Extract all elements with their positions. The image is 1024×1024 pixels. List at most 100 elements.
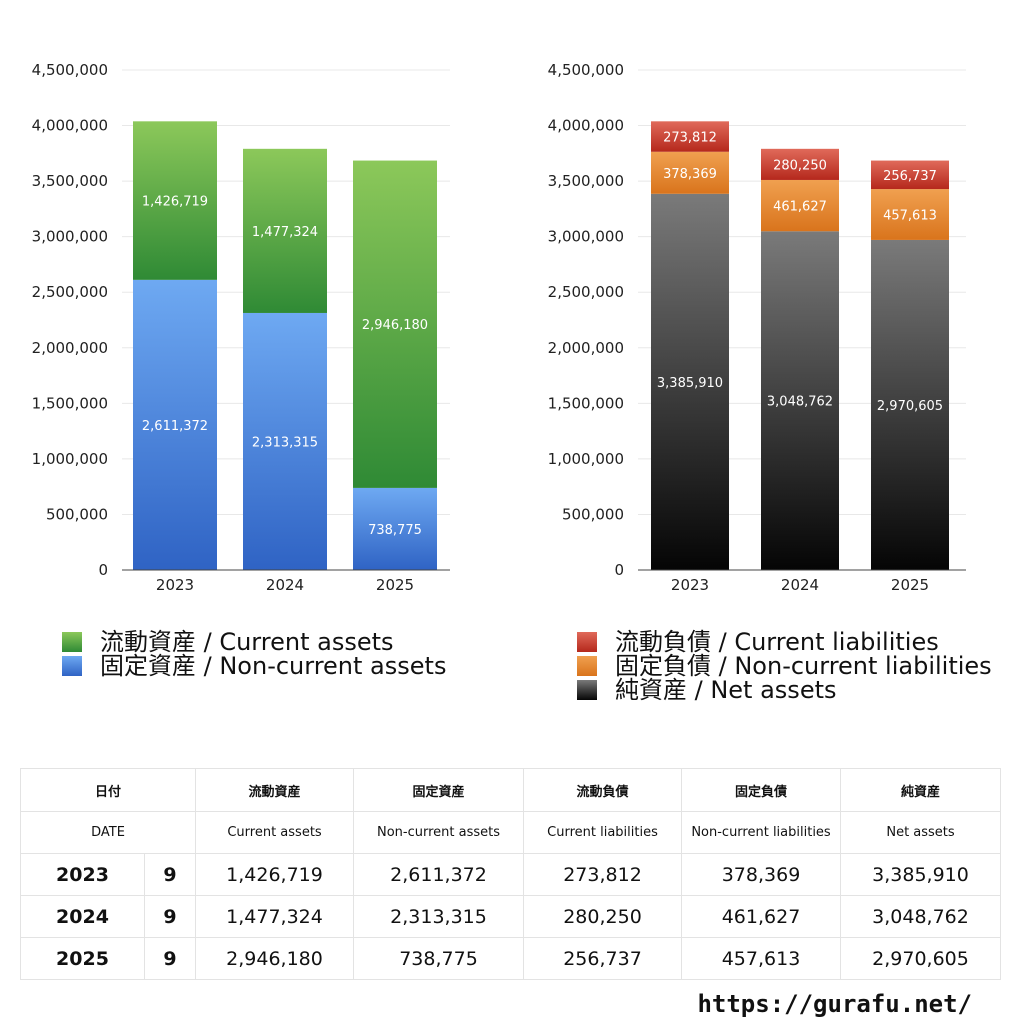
header-non-current-assets-en: Non-current assets bbox=[353, 811, 525, 854]
cell-net-assets: 3,048,762 bbox=[840, 895, 1002, 938]
assets-bar-segment bbox=[353, 160, 437, 488]
row-year: 2023 bbox=[20, 853, 145, 896]
row-month: 9 bbox=[143, 853, 197, 896]
bar-data-label: 256,737 bbox=[883, 169, 937, 184]
liabilities-legend: 流動負債 / Current liabilities 固定負債 / Non-cu… bbox=[577, 630, 992, 702]
footer-url[interactable]: https://gurafu.net/ bbox=[697, 990, 972, 1018]
cell-current-assets: 1,426,719 bbox=[195, 853, 355, 896]
y-tick-label: 1,500,000 bbox=[548, 394, 624, 412]
x-tick-label: 2025 bbox=[891, 576, 929, 594]
bar-data-label: 457,613 bbox=[883, 209, 937, 224]
legend-item-current-liabilities: 流動負債 / Current liabilities bbox=[577, 630, 992, 654]
legend-item-non-current-assets: 固定資産 / Non-current assets bbox=[62, 654, 446, 678]
bar-data-label: 280,250 bbox=[773, 158, 827, 173]
cell-non-current-assets: 2,611,372 bbox=[353, 853, 525, 896]
cell-net-assets: 2,970,605 bbox=[840, 937, 1002, 980]
bar-data-label: 3,048,762 bbox=[767, 395, 833, 410]
bar-data-label: 1,426,719 bbox=[142, 195, 208, 210]
bar-data-label: 461,627 bbox=[773, 200, 827, 215]
assets-bar-segment bbox=[243, 148, 327, 313]
table-row: 2023 9 1,426,719 2,611,372 273,812 378,3… bbox=[20, 853, 1002, 896]
header-net-assets-en: Net assets bbox=[840, 811, 1002, 854]
y-tick-label: 500,000 bbox=[46, 505, 108, 523]
y-tick-label: 1,000,000 bbox=[548, 450, 624, 468]
x-tick-label: 2025 bbox=[376, 576, 414, 594]
legend-label-current-assets: 流動資産 / Current assets bbox=[100, 628, 394, 656]
row-month: 9 bbox=[143, 895, 197, 938]
table-row: 2025 9 2,946,180 738,775 256,737 457,613… bbox=[20, 937, 1002, 980]
y-tick-label: 3,500,000 bbox=[548, 172, 624, 190]
legend-item-net-assets: 純資産 / Net assets bbox=[577, 678, 992, 702]
y-tick-label: 1,500,000 bbox=[32, 394, 108, 412]
y-tick-label: 2,000,000 bbox=[32, 339, 108, 357]
assets-bar-segment bbox=[133, 279, 217, 570]
cell-non-current-liabilities: 461,627 bbox=[681, 895, 842, 938]
header-current-assets-en: Current assets bbox=[195, 811, 355, 854]
liab-bar-segment bbox=[761, 148, 839, 180]
legend-swatch-non-current-assets bbox=[62, 656, 82, 676]
cell-non-current-assets: 738,775 bbox=[353, 937, 525, 980]
header-non-current-assets-jp: 固定資産 bbox=[353, 768, 525, 812]
data-table: 日付 流動資産 固定資産 流動負債 固定負債 純資産 DATE Current … bbox=[19, 768, 1002, 980]
cell-net-assets: 3,385,910 bbox=[840, 853, 1002, 896]
header-date-jp: 日付 bbox=[19, 768, 197, 812]
legend-item-current-assets: 流動資産 / Current assets bbox=[62, 630, 446, 654]
x-tick-label: 2024 bbox=[266, 576, 304, 594]
header-net-assets-jp: 純資産 bbox=[840, 768, 1002, 812]
x-tick-label: 2023 bbox=[156, 576, 194, 594]
legend-label-non-current-liabilities: 固定負債 / Non-current liabilities bbox=[615, 652, 992, 680]
assets-legend: 流動資産 / Current assets 固定資産 / Non-current… bbox=[62, 630, 446, 678]
y-tick-label: 0 bbox=[614, 561, 624, 579]
table-row: 2024 9 1,477,324 2,313,315 280,250 461,6… bbox=[20, 895, 1002, 938]
liab-bar-segment bbox=[871, 160, 949, 190]
liab-bar-segment bbox=[871, 239, 949, 570]
legend-item-non-current-liabilities: 固定負債 / Non-current liabilities bbox=[577, 654, 992, 678]
cell-non-current-liabilities: 457,613 bbox=[681, 937, 842, 980]
liab-bar-segment bbox=[761, 179, 839, 232]
y-tick-label: 0 bbox=[98, 561, 108, 579]
liab-bar-segment bbox=[651, 151, 729, 194]
bar-data-label: 2,970,605 bbox=[877, 399, 943, 414]
row-year: 2025 bbox=[20, 937, 145, 980]
assets-bar-segment bbox=[353, 487, 437, 570]
y-tick-label: 2,500,000 bbox=[32, 283, 108, 301]
liab-bar-segment bbox=[871, 189, 949, 240]
header-current-assets-jp: 流動資産 bbox=[195, 768, 355, 812]
table-header-jp: 日付 流動資産 固定資産 流動負債 固定負債 純資産 bbox=[19, 768, 1002, 812]
legend-swatch-non-current-liabilities bbox=[577, 656, 597, 676]
header-current-liabilities-jp: 流動負債 bbox=[523, 768, 683, 812]
y-tick-label: 3,000,000 bbox=[32, 228, 108, 246]
y-tick-label: 4,500,000 bbox=[548, 61, 624, 79]
legend-label-net-assets: 純資産 / Net assets bbox=[615, 676, 837, 704]
legend-swatch-net-assets bbox=[577, 680, 597, 700]
legend-swatch-current-assets bbox=[62, 632, 82, 652]
legend-label-current-liabilities: 流動負債 / Current liabilities bbox=[615, 628, 939, 656]
bar-data-label: 738,775 bbox=[368, 523, 422, 538]
cell-current-liabilities: 256,737 bbox=[523, 937, 683, 980]
assets-bar-segment bbox=[133, 121, 217, 280]
y-tick-label: 3,000,000 bbox=[548, 228, 624, 246]
y-tick-label: 4,000,000 bbox=[32, 117, 108, 135]
header-current-liabilities-en: Current liabilities bbox=[523, 811, 683, 854]
cell-non-current-liabilities: 378,369 bbox=[681, 853, 842, 896]
cell-current-assets: 1,477,324 bbox=[195, 895, 355, 938]
bar-data-label: 378,369 bbox=[663, 167, 717, 182]
liab-bar-segment bbox=[651, 121, 729, 152]
y-tick-label: 500,000 bbox=[562, 505, 624, 523]
y-tick-label: 4,500,000 bbox=[32, 61, 108, 79]
cell-current-liabilities: 280,250 bbox=[523, 895, 683, 938]
y-tick-label: 3,500,000 bbox=[32, 172, 108, 190]
cell-current-assets: 2,946,180 bbox=[195, 937, 355, 980]
bar-data-label: 3,385,910 bbox=[657, 376, 723, 391]
bar-data-label: 2,611,372 bbox=[142, 419, 208, 434]
bar-data-label: 1,477,324 bbox=[252, 225, 318, 240]
assets-bar-segment bbox=[243, 312, 327, 570]
header-date-en: DATE bbox=[19, 811, 197, 854]
row-month: 9 bbox=[143, 937, 197, 980]
x-tick-label: 2024 bbox=[781, 576, 819, 594]
liab-bar-segment bbox=[761, 231, 839, 571]
liab-bar-segment bbox=[651, 193, 729, 570]
assets-chart: 0 500,000 1,000,000 1,500,000 2,000,000 2,500… bbox=[32, 61, 450, 594]
y-tick-label: 2,000,000 bbox=[548, 339, 624, 357]
header-non-current-liabilities-jp: 固定負債 bbox=[681, 768, 842, 812]
